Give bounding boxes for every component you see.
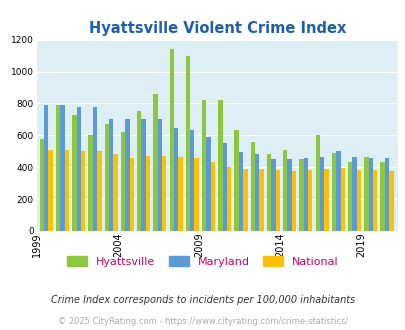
Bar [331, 153, 335, 231]
Bar [185, 55, 190, 231]
Bar [129, 158, 134, 231]
Bar [60, 105, 64, 231]
Bar [254, 154, 259, 231]
Bar [347, 162, 352, 231]
Bar [48, 150, 53, 231]
Bar [217, 100, 222, 231]
Bar [125, 119, 129, 231]
Bar [153, 94, 157, 231]
Bar [340, 168, 344, 231]
Bar [275, 170, 279, 231]
Bar [169, 49, 173, 231]
Bar [250, 142, 254, 231]
Bar [335, 151, 340, 231]
Bar [226, 167, 231, 231]
Bar [243, 169, 247, 231]
Bar [97, 151, 101, 231]
Bar [352, 157, 356, 231]
Bar [64, 150, 69, 231]
Bar [72, 115, 77, 231]
Bar [92, 107, 97, 231]
Bar [271, 159, 275, 231]
Bar [88, 135, 92, 231]
Bar [145, 156, 150, 231]
Bar [282, 150, 287, 231]
Bar [201, 100, 206, 231]
Legend: Hyattsville, Maryland, National: Hyattsville, Maryland, National [67, 256, 338, 267]
Bar [44, 105, 48, 231]
Bar [379, 162, 384, 231]
Bar [388, 171, 392, 231]
Bar [384, 158, 388, 231]
Bar [141, 119, 145, 231]
Bar [40, 139, 44, 231]
Bar [206, 137, 210, 231]
Bar [222, 143, 226, 231]
Text: © 2025 CityRating.com - https://www.cityrating.com/crime-statistics/: © 2025 CityRating.com - https://www.city… [58, 317, 347, 326]
Bar [238, 152, 243, 231]
Bar [324, 169, 328, 231]
Bar [287, 159, 291, 231]
Bar [81, 151, 85, 231]
Bar [234, 130, 238, 231]
Bar [356, 170, 360, 231]
Bar [315, 135, 319, 231]
Bar [56, 105, 60, 231]
Bar [109, 119, 113, 231]
Bar [162, 156, 166, 231]
Bar [173, 128, 178, 231]
Bar [372, 170, 376, 231]
Bar [190, 130, 194, 231]
Bar [77, 107, 81, 231]
Bar [210, 162, 215, 231]
Bar [113, 154, 117, 231]
Bar [303, 158, 307, 231]
Bar [298, 159, 303, 231]
Bar [363, 157, 368, 231]
Bar [178, 157, 182, 231]
Bar [291, 171, 296, 231]
Bar [266, 154, 271, 231]
Bar [259, 169, 263, 231]
Bar [121, 132, 125, 231]
Bar [368, 158, 372, 231]
Bar [194, 158, 198, 231]
Bar [104, 124, 109, 231]
Bar [157, 119, 162, 231]
Text: Crime Index corresponds to incidents per 100,000 inhabitants: Crime Index corresponds to incidents per… [51, 295, 354, 305]
Title: Hyattsville Violent Crime Index: Hyattsville Violent Crime Index [88, 21, 345, 36]
Bar [319, 157, 324, 231]
Bar [137, 112, 141, 231]
Bar [307, 170, 312, 231]
